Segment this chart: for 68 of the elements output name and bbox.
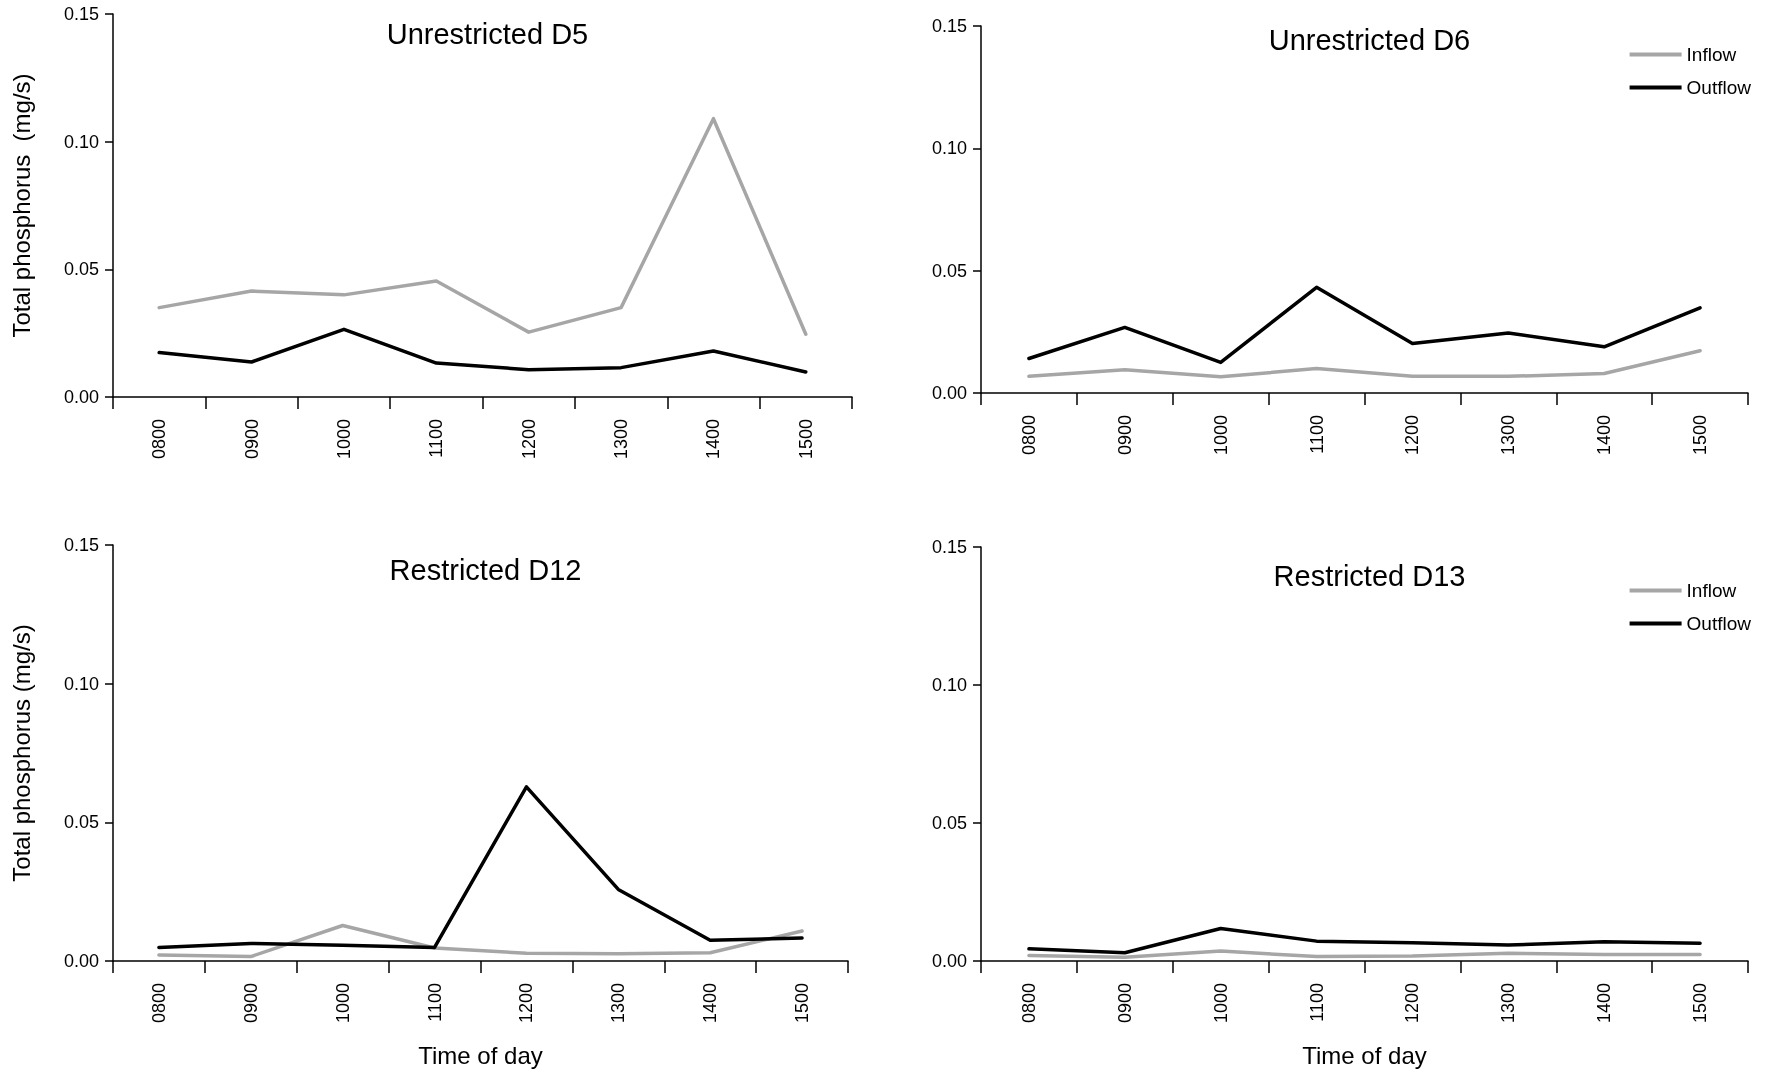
- x-tick-label: 1400: [700, 983, 721, 1024]
- y-tick-label: 0.05: [931, 260, 967, 281]
- chart-title: Unrestricted D6: [1268, 23, 1471, 56]
- y-tick-label: 0.05: [63, 812, 99, 833]
- chart-title: Restricted D12: [389, 553, 582, 586]
- legend-label: Outflow: [1686, 613, 1752, 634]
- line-series: [1027, 285, 1702, 365]
- x-tick-label: 1000: [1210, 983, 1231, 1024]
- x-tick-label: 1500: [1690, 415, 1711, 456]
- y-tick-label: 0.05: [931, 813, 967, 833]
- y-tick-label: 0.10: [63, 673, 99, 694]
- x-tick-label: 1100: [426, 419, 447, 458]
- legend-label: Inflow: [1686, 44, 1737, 65]
- x-tick-label: 0800: [1018, 415, 1039, 456]
- x-axis-title: Time of day: [418, 1041, 543, 1069]
- line-series: [1027, 926, 1702, 955]
- x-tick-label: 1000: [332, 983, 353, 1024]
- x-tick-label: 0800: [149, 419, 170, 460]
- line-series: [1027, 949, 1702, 959]
- x-tick-label: 1300: [608, 983, 629, 1024]
- x-tick-label: 0900: [1114, 983, 1135, 1024]
- x-tick-label: 1200: [516, 983, 537, 1024]
- line-series: [1027, 348, 1702, 379]
- line-series: [157, 116, 808, 336]
- x-tick-label: 1500: [792, 983, 813, 1024]
- legend-label: Outflow: [1686, 77, 1752, 98]
- y-tick-label: 0.10: [931, 675, 967, 695]
- chart-title: Unrestricted D5: [386, 17, 589, 50]
- y-tick-label: 0.05: [63, 259, 99, 280]
- x-tick-label: 1300: [1498, 983, 1519, 1024]
- y-tick-label: 0.00: [63, 951, 99, 971]
- x-tick-label: 1100: [1306, 983, 1327, 1022]
- y-tick-label: 0.10: [931, 138, 967, 159]
- x-tick-label: 1300: [611, 419, 632, 460]
- x-axis-title: Time of day: [1302, 1041, 1427, 1069]
- x-tick-label: 1300: [1498, 415, 1519, 456]
- x-tick-label: 0900: [241, 419, 262, 460]
- line-series: [157, 327, 808, 374]
- y-tick-label: 0.00: [63, 387, 99, 407]
- x-tick-label: 0800: [148, 983, 169, 1024]
- y-axis-title: Total phosphorus (mg/s): [7, 73, 35, 338]
- x-tick-label: 0900: [240, 983, 261, 1024]
- y-tick-label: 0.15: [63, 4, 99, 24]
- y-tick-label: 0.15: [63, 535, 99, 555]
- line-series: [157, 923, 804, 959]
- x-tick-label: 1500: [1690, 983, 1711, 1024]
- y-tick-label: 0.15: [931, 537, 967, 557]
- y-tick-label: 0.00: [931, 383, 967, 403]
- x-tick-label: 1100: [424, 983, 445, 1022]
- y-tick-label: 0.15: [931, 16, 967, 36]
- x-tick-label: 1400: [1594, 983, 1615, 1024]
- x-tick-label: 0900: [1114, 415, 1135, 456]
- y-tick-label: 0.10: [63, 131, 99, 152]
- x-tick-label: 1500: [795, 419, 816, 460]
- y-tick-label: 0.00: [931, 951, 967, 971]
- x-tick-label: 1000: [333, 419, 354, 460]
- line-series: [157, 785, 804, 950]
- x-tick-label: 1100: [1306, 415, 1327, 454]
- x-tick-label: 1200: [518, 419, 539, 460]
- x-tick-label: 1200: [1402, 983, 1423, 1024]
- x-tick-label: 1400: [703, 419, 724, 460]
- legend-label: Inflow: [1686, 580, 1737, 601]
- x-tick-label: 1000: [1210, 415, 1231, 456]
- chart-title: Restricted D13: [1273, 559, 1466, 592]
- x-tick-label: 1200: [1402, 415, 1423, 456]
- x-tick-label: 1400: [1594, 415, 1615, 456]
- x-tick-label: 0800: [1018, 983, 1039, 1024]
- y-axis-title: Total phosphorus (mg/s): [7, 624, 35, 882]
